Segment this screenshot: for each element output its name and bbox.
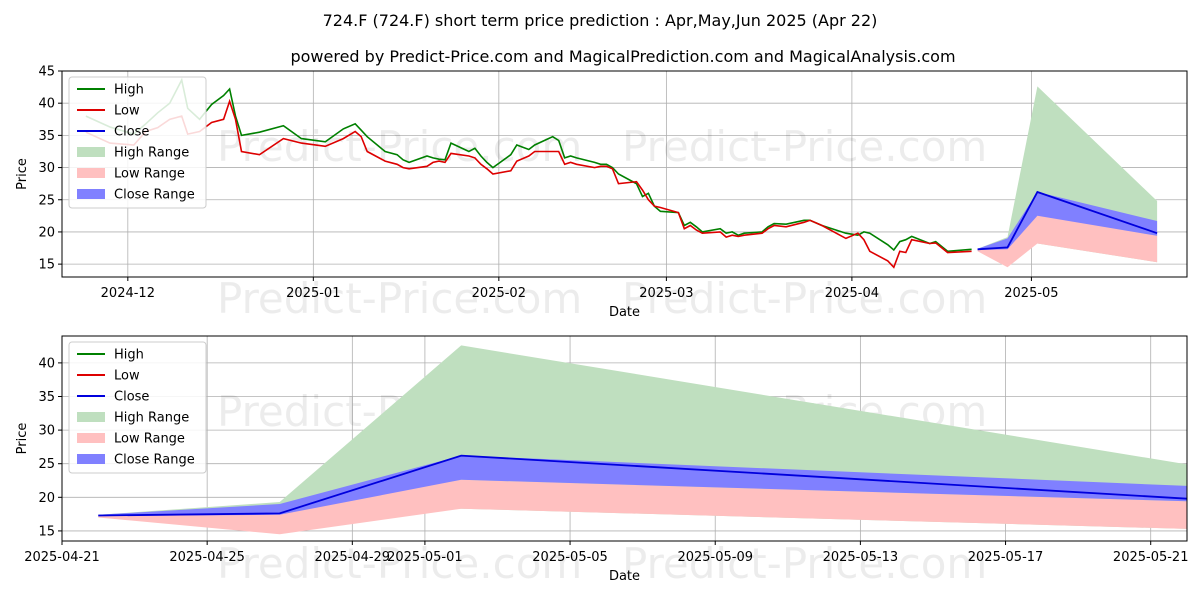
x-axis-label: Date [609,305,640,320]
watermark: Predict-Price.com [622,539,987,588]
x-axis-label: Date [609,569,640,584]
legend-swatch-patch [77,189,105,199]
y-axis-label: Price [15,158,30,190]
legend-swatch-patch [77,147,105,157]
x-tick-label: 2025-05-21 [1113,550,1189,565]
x-tick-label: 2025-01 [286,286,340,301]
x-tick-label: 2025-05 [1004,286,1058,301]
plot-area [85,77,1158,269]
legend-swatch-patch [77,412,105,422]
y-tick-label: 25 [38,193,55,208]
legend-label: Low [114,369,140,384]
legend: High Low Close High Range Low Range Close Ran… [68,341,207,474]
x-tick-label: 2025-04-25 [169,550,245,565]
y-tick-label: 15 [38,524,55,539]
x-tick-label: 2024-12 [101,286,155,301]
y-tick-label: 20 [38,491,55,506]
y-tick-label: 40 [38,97,55,112]
x-tick-label: 2025-03 [639,286,693,301]
watermark: Predict-Price.com [622,122,987,171]
watermark: Predict-Price.com [217,274,582,323]
forecast-close-line [98,454,1187,517]
x-tick-label: 2025-05-05 [532,550,608,565]
legend: High Low Close High Range Low Range Close Ran… [68,76,207,209]
y-tick-label: 40 [38,356,55,371]
y-tick-label: 25 [38,457,55,472]
bottom-panel: Predict-Price.comPredict-Price.comPredic… [15,335,1189,588]
x-tick-label: 2025-04-21 [24,550,100,565]
legend-label: Low Range [114,432,185,447]
legend-swatch-patch [77,454,105,464]
legend-label: Low Range [114,167,185,182]
y-tick-label: 35 [38,390,55,405]
y-tick-label: 15 [38,258,55,273]
legend-label: High Range [114,411,189,426]
series-line-low [85,98,972,269]
legend-swatch-patch [77,433,105,443]
plot-frame [61,70,1188,278]
top-panel: Predict-Price.com Predict-Price.com Predic… [15,65,1188,323]
y-tick-label: 35 [38,129,55,144]
chart-subtitle: powered by Predict-Price.com and Magical… [290,47,955,66]
chart-title: 724.F (724.F) short term price predictio… [323,11,878,30]
watermark: Predict-Price.com [217,539,582,588]
plot-frame [61,335,1188,542]
x-tick-label: 2025-02 [472,286,526,301]
legend-label: Close [114,390,149,405]
x-tick-label: 2025-05-13 [823,550,899,565]
x-tick-label: 2025-05-17 [968,550,1044,565]
y-tick-label: 45 [38,65,55,80]
watermark: Predict-Price.com [622,274,987,323]
legend-label: Low [114,104,140,119]
y-tick-label: 30 [38,161,55,176]
legend-label: Close Range [114,188,195,203]
y-tick-label: 20 [38,225,55,240]
legend-label: High Range [114,146,189,161]
x-tick-label: 2025-04-29 [315,550,391,565]
legend-label: Close [114,125,149,140]
low-range-band [98,479,1187,535]
legend-label: High [114,348,144,363]
legend-swatch-patch [77,168,105,178]
x-tick-label: 2025-05-01 [387,550,463,565]
y-axis-label: Price [15,423,30,455]
legend-label: High [114,83,144,98]
legend-label: Close Range [114,453,195,468]
plot-area [98,345,1187,535]
x-tick-label: 2025-04 [825,286,879,301]
x-tick-label: 2025-05-09 [677,550,753,565]
forecast-close-line [977,190,1158,251]
y-tick-label: 30 [38,424,55,439]
